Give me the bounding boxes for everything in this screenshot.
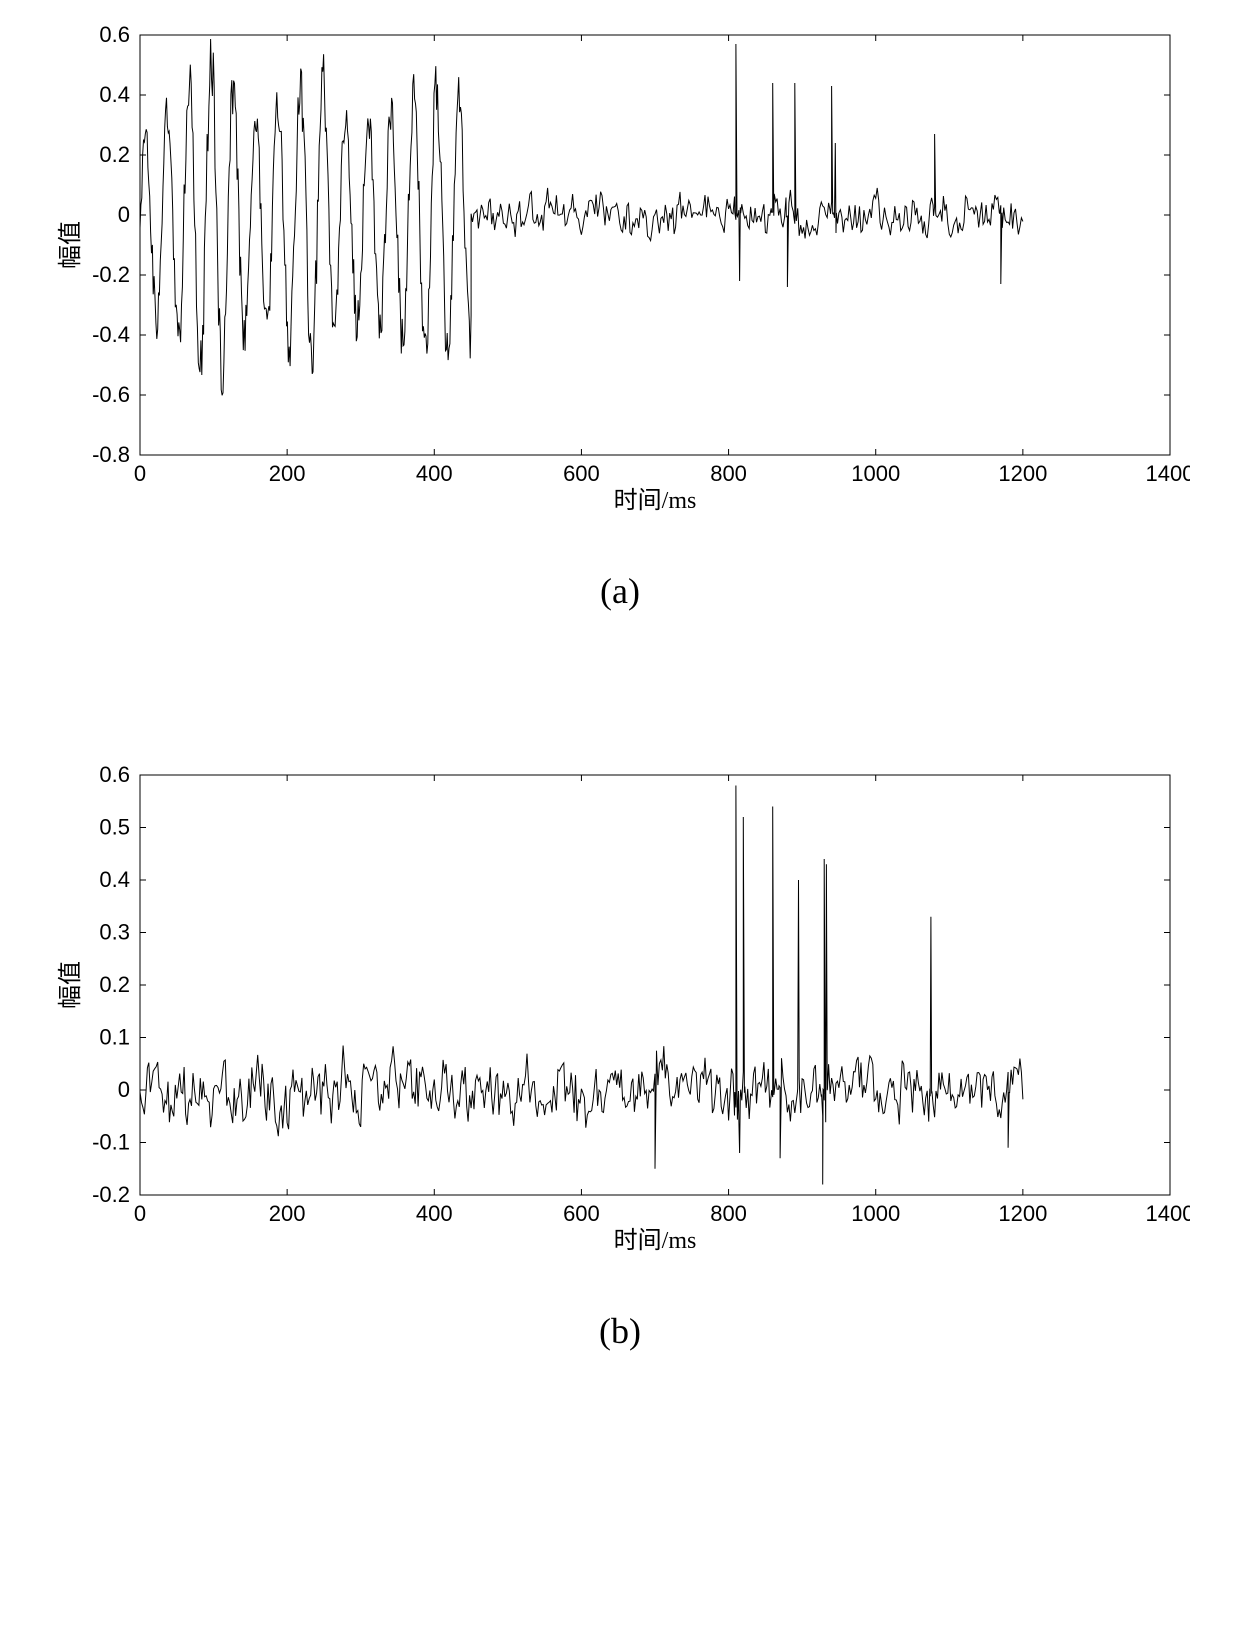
page: 0 200 400 600 800 1000 1200 1400 -0.8 -0.6 -0.4 -0.… <box>0 0 1240 1639</box>
signal-line <box>140 786 1023 1185</box>
chart-b: 0 200 400 600 800 1000 1200 1400 -0.2 -0.1 0 0.1 0.2… <box>50 760 1190 1260</box>
chart-b-sublabel: (b) <box>0 1310 1240 1352</box>
y-tick-label: -0.2 <box>92 262 130 287</box>
y-tick-label: 0.2 <box>99 972 130 997</box>
y-tick-label: 0.3 <box>99 920 130 945</box>
x-axis-label: 时间/ms <box>614 487 697 514</box>
chart-b-svg: 0 200 400 600 800 1000 1200 1400 -0.2 -0.1 0 0.1 0.2… <box>50 760 1190 1260</box>
y-tick-label: -0.4 <box>92 322 130 347</box>
y-tick-label: -0.1 <box>92 1130 130 1155</box>
y-tick-label: 0.5 <box>99 815 130 840</box>
y-tick-label: -0.2 <box>92 1182 130 1207</box>
chart-a-sublabel: (a) <box>0 570 1240 612</box>
chart-a: 0 200 400 600 800 1000 1200 1400 -0.8 -0.6 -0.4 -0.… <box>50 20 1190 520</box>
x-tick-label: 1400 <box>1146 1201 1190 1226</box>
y-tick-label: 0.4 <box>99 82 130 107</box>
plot-box <box>140 35 1170 455</box>
x-tick-label: 1000 <box>851 461 900 486</box>
y-tick-label: 0.6 <box>99 762 130 787</box>
x-tick-label: 600 <box>563 1201 600 1226</box>
y-axis-label: 幅值 <box>57 961 84 1009</box>
y-tick-label: 0 <box>118 1077 130 1102</box>
y-tick-label: 0.1 <box>99 1025 130 1050</box>
x-tick-label: 1000 <box>851 1201 900 1226</box>
y-tick-label: 0.4 <box>99 867 130 892</box>
y-tick-label: 0 <box>118 202 130 227</box>
x-tick-label: 1200 <box>998 461 1047 486</box>
chart-a-svg: 0 200 400 600 800 1000 1200 1400 -0.8 -0.6 -0.4 -0.… <box>50 20 1190 520</box>
x-tick-label: 1200 <box>998 1201 1047 1226</box>
x-tick-label: 1400 <box>1146 461 1190 486</box>
y-tick-label: 0.6 <box>99 22 130 47</box>
x-tick-label: 200 <box>269 461 306 486</box>
y-axis-label: 幅值 <box>57 221 84 269</box>
x-tick-label: 400 <box>416 461 453 486</box>
y-tick-label: 0.2 <box>99 142 130 167</box>
y-tick-label: -0.6 <box>92 382 130 407</box>
x-tick-label: 400 <box>416 1201 453 1226</box>
x-tick-label: 600 <box>563 461 600 486</box>
x-tick-label: 200 <box>269 1201 306 1226</box>
signal-line <box>140 39 1023 395</box>
x-tick-label: 800 <box>710 461 747 486</box>
x-tick-label: 0 <box>134 461 146 486</box>
x-axis-label: 时间/ms <box>614 1227 697 1254</box>
y-tick-label: -0.8 <box>92 442 130 467</box>
x-tick-label: 0 <box>134 1201 146 1226</box>
x-tick-label: 800 <box>710 1201 747 1226</box>
